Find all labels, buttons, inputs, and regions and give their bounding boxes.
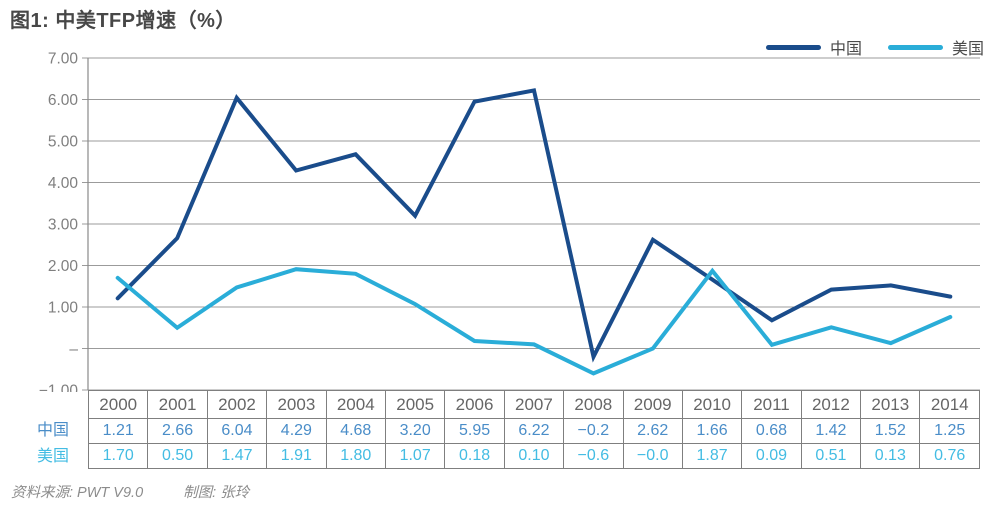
chart-title: 图1: 中美TFP增速（%） [10, 10, 236, 32]
us-line-swatch [888, 44, 944, 50]
svg-text:–: – [69, 341, 78, 358]
year-cell: 2000 [87, 390, 149, 419]
year-cell: 2009 [622, 390, 683, 419]
value-cell: 4.29 [266, 418, 327, 444]
legend-label-china: 中国 [830, 41, 863, 58]
value-cell: −0.0 [622, 443, 683, 469]
svg-text:3.00: 3.00 [48, 217, 79, 234]
value-cell: 2.66 [147, 418, 208, 444]
value-cell: 1.66 [681, 418, 743, 444]
year-cell: 2012 [800, 390, 862, 419]
value-cell: 1.07 [384, 443, 446, 469]
value-cell: −0.2 [563, 418, 624, 444]
value-cell: 1.70 [87, 443, 149, 469]
year-cell: 2004 [325, 390, 386, 419]
value-cell: 6.04 [206, 418, 268, 444]
table-row: 1.21 2.66 6.04 4.29 4.68 3.20 5.95 6.22 −0.2 2.62… [87, 418, 980, 444]
year-cell: 2014 [919, 390, 980, 419]
year-cell: 2006 [444, 390, 505, 419]
svg-text:2.00: 2.00 [48, 258, 79, 275]
data-table: 2000 2001 2002 2003 2004 2005 2006 2007 2008 2009… [87, 390, 980, 469]
value-cell: −0.6 [563, 443, 624, 469]
table-header-row: 2000 2001 2002 2003 2004 2005 2006 2007 2008 2009… [87, 390, 980, 419]
value-cell: 1.52 [860, 418, 921, 444]
year-cell: 2005 [384, 390, 446, 419]
legend: 中国 美国 [766, 35, 984, 59]
year-cell: 2003 [266, 390, 327, 419]
svg-text:−1.00: −1.00 [39, 383, 79, 393]
value-cell: 0.68 [741, 418, 802, 444]
value-cell: 2.62 [622, 418, 683, 444]
value-cell: 0.09 [741, 443, 802, 469]
value-cell: 0.50 [147, 443, 208, 469]
value-cell: 1.42 [800, 418, 862, 444]
table-row: 1.70 0.50 1.47 1.91 1.80 1.07 0.18 0.10 −0.6 −0.0… [87, 443, 980, 469]
year-cell: 2007 [503, 390, 565, 419]
year-cell: 2002 [206, 390, 268, 419]
value-cell: 0.51 [800, 443, 862, 469]
value-cell: 1.91 [266, 443, 327, 469]
china-line-swatch [766, 44, 821, 50]
value-cell: 1.21 [87, 418, 149, 444]
tfp-line-chart: 7.00 6.00 5.00 4.00 3.00 2.00 1.00 – −1.00 [39, 51, 980, 393]
value-cell: 0.18 [444, 443, 505, 469]
source-note: 资料来源: PWT V9.0 制图: 张玲 [11, 481, 289, 502]
table-row-label-china: 中国 [36, 422, 69, 439]
year-cell: 2010 [681, 390, 743, 419]
legend-item-us: 美国 [888, 35, 984, 59]
credit-text: 制图: 张玲 [183, 485, 250, 501]
value-cell: 1.80 [325, 443, 386, 469]
year-cell: 2011 [741, 390, 802, 419]
value-cell: 1.87 [681, 443, 743, 469]
year-cell: 2001 [147, 390, 208, 419]
value-cell: 1.47 [206, 443, 268, 469]
source-text: 资料来源: PWT V9.0 [11, 485, 144, 501]
svg-text:7.00: 7.00 [48, 51, 79, 68]
value-cell: 6.22 [503, 418, 565, 444]
value-cell: 1.25 [919, 418, 980, 444]
year-cell: 2008 [563, 390, 624, 419]
svg-text:1.00: 1.00 [48, 300, 79, 317]
value-cell: 3.20 [384, 418, 446, 444]
legend-item-china: 中国 [766, 35, 862, 59]
table-row-label-us: 美国 [36, 448, 69, 465]
year-cell: 2013 [860, 390, 921, 419]
svg-text:5.00: 5.00 [48, 134, 79, 151]
value-cell: 0.13 [860, 443, 921, 469]
value-cell: 0.76 [919, 443, 980, 469]
legend-label-us: 美国 [952, 41, 985, 58]
value-cell: 4.68 [325, 418, 386, 444]
svg-text:4.00: 4.00 [48, 175, 79, 192]
svg-text:6.00: 6.00 [48, 92, 79, 109]
value-cell: 5.95 [444, 418, 505, 444]
value-cell: 0.10 [503, 443, 565, 469]
